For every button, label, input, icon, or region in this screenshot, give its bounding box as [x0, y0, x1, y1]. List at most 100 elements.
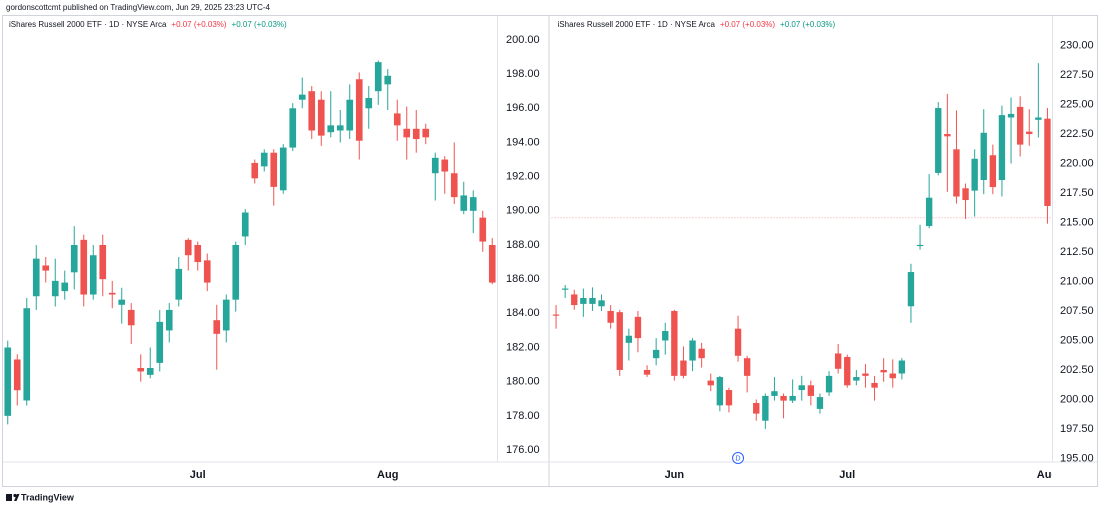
y-tick-label: 180.00 — [506, 376, 540, 388]
candle-body — [707, 380, 714, 386]
candle-body — [460, 195, 468, 211]
candle-body — [662, 331, 669, 341]
candle-body — [989, 155, 997, 188]
candle-body — [298, 94, 306, 100]
candle-body — [1016, 106, 1024, 145]
y-tick-label: 210.00 — [1060, 275, 1094, 287]
candle-body — [907, 272, 915, 307]
candle-body — [346, 99, 354, 131]
price-change: +0.07 (+0.03%) — [780, 20, 835, 29]
candle-body — [118, 299, 126, 305]
candle-body — [222, 299, 230, 331]
price-change: +0.07 (+0.03%) — [232, 20, 287, 29]
candle-body — [589, 297, 596, 304]
candle-body — [625, 335, 633, 343]
event-marker-label: D — [736, 455, 741, 462]
candle-body — [598, 300, 605, 307]
candle-body — [431, 157, 439, 174]
candle-body — [916, 244, 924, 247]
y-tick-label: 184.00 — [506, 307, 540, 319]
candle-body — [853, 377, 860, 381]
candle-body — [862, 373, 869, 376]
candle-body — [384, 75, 392, 85]
x-tick-label: Aug — [377, 469, 398, 481]
candle-body — [898, 360, 906, 374]
y-tick-label: 200.00 — [1060, 393, 1094, 405]
candle-body — [871, 382, 878, 388]
candle-body — [607, 310, 614, 323]
candle-body — [146, 368, 154, 375]
candle-body — [241, 212, 249, 237]
candle-body — [1035, 117, 1042, 120]
candle-body — [1026, 131, 1033, 134]
candle-body — [137, 368, 145, 372]
y-tick-label: 197.50 — [1060, 423, 1094, 435]
y-tick-label: 220.00 — [1060, 157, 1094, 169]
candle-body — [175, 268, 183, 300]
candle-body — [734, 328, 742, 356]
candle-body — [184, 239, 192, 256]
y-tick-label: 225.00 — [1060, 98, 1094, 110]
candle-body — [13, 359, 21, 391]
candle-body — [70, 244, 78, 273]
candle-body — [680, 360, 687, 376]
y-tick-label: 212.50 — [1060, 246, 1094, 258]
candle-body — [232, 244, 240, 300]
y-tick-label: 192.00 — [506, 171, 540, 183]
candle-body — [108, 292, 116, 295]
candle-body — [716, 377, 724, 406]
candle-body — [374, 62, 382, 92]
symbol-title: iShares Russell 2000 ETF · 1D · NYSE Arc… — [9, 20, 167, 29]
candle-body — [616, 312, 623, 370]
y-tick-label: 215.00 — [1060, 216, 1094, 228]
y-tick-label: 230.00 — [1060, 39, 1094, 51]
candle-body — [279, 147, 287, 191]
candle-body — [953, 149, 960, 197]
candle-body — [634, 316, 642, 339]
candle-body — [32, 258, 40, 297]
candle-body — [935, 108, 942, 173]
candle-body — [355, 79, 363, 141]
candle-body — [880, 369, 887, 373]
candle-body — [23, 308, 31, 401]
y-tick-label: 186.00 — [506, 273, 540, 285]
event-marker — [732, 452, 745, 464]
candle-body — [89, 255, 97, 295]
y-tick-label: 207.50 — [1060, 305, 1094, 317]
candle-body — [753, 403, 760, 414]
candle-body — [61, 282, 69, 292]
candle-body — [825, 375, 833, 393]
candle-body — [944, 133, 951, 137]
candle-body — [844, 356, 851, 386]
y-tick-label: 227.50 — [1060, 69, 1094, 81]
y-tick-label: 176.00 — [506, 444, 540, 456]
candle-body — [816, 397, 824, 409]
candle-body — [127, 309, 135, 326]
candle-body — [671, 310, 678, 376]
candle-body — [1044, 118, 1051, 206]
candle-body — [308, 91, 316, 131]
frame — [2, 15, 1098, 487]
candle-body — [889, 373, 896, 379]
candle-body — [365, 98, 373, 109]
candle-body — [561, 288, 569, 290]
x-tick-label: Aug — [1037, 469, 1058, 481]
y-tick-label: 195.00 — [1060, 452, 1094, 464]
candle-body — [580, 297, 587, 304]
candle-body — [771, 391, 778, 396]
candle-body — [1007, 113, 1015, 118]
candle-body — [925, 197, 933, 227]
y-tick-label: 182.00 — [506, 341, 540, 353]
tradingview-logo: TradingView — [6, 492, 75, 502]
candle-body — [643, 369, 651, 375]
candle-body — [317, 99, 325, 136]
candle-body — [743, 358, 751, 376]
candle-body — [962, 188, 969, 201]
candle-body — [971, 158, 978, 191]
x-tick-label: Jun — [665, 469, 685, 481]
candle-body — [42, 265, 50, 271]
candle-body — [725, 390, 733, 406]
candle-body — [80, 239, 88, 295]
y-tick-label: 196.00 — [506, 102, 540, 114]
